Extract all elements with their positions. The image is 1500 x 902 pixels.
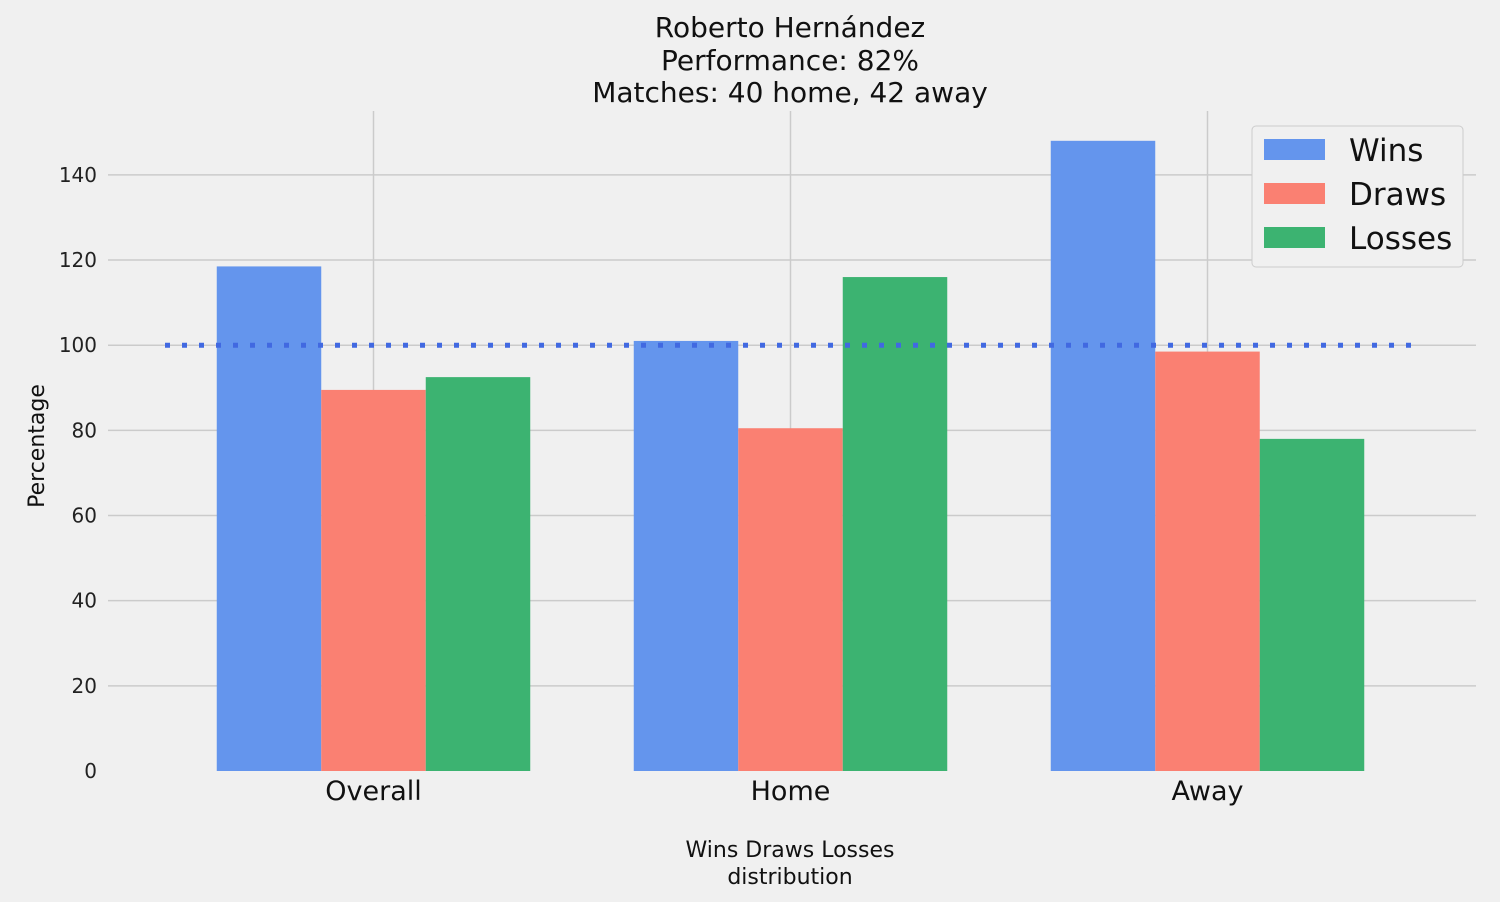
y-tick-label: 120 — [59, 248, 97, 272]
chart-title-line-2: Performance: 82% — [661, 44, 919, 77]
bars — [216, 140, 1365, 771]
y-axis: 0 20 40 60 80 100 120 140 — [59, 163, 97, 783]
x-tick-label: Home — [751, 776, 831, 807]
bar-losses-overall — [425, 377, 531, 771]
y-axis-label: Percentage — [25, 384, 50, 508]
bar-wins-home — [633, 340, 739, 771]
y-tick-label: 140 — [59, 163, 97, 187]
x-axis-label-line-2: distribution — [727, 865, 852, 890]
x-tick-label: Overall — [325, 776, 422, 807]
y-tick-label: 20 — [72, 674, 97, 698]
legend-label-losses: Losses — [1349, 221, 1452, 257]
y-tick-label: 60 — [72, 504, 97, 528]
x-axis-label-line-1: Wins Draws Losses — [686, 838, 895, 863]
bar-draws-overall — [321, 389, 426, 771]
bar-draws-away — [1155, 351, 1260, 771]
chart-title-line-3: Matches: 40 home, 42 away — [592, 76, 988, 109]
bar-wins-overall — [216, 266, 322, 771]
legend-swatch-wins — [1264, 139, 1325, 160]
bar-draws-home — [738, 428, 843, 771]
legend: Wins Draws Losses — [1251, 125, 1464, 268]
x-axis: Overall Home Away — [325, 776, 1243, 807]
x-tick-label: Away — [1172, 776, 1244, 807]
y-tick-label: 0 — [84, 759, 97, 783]
y-tick-label: 80 — [72, 418, 97, 442]
legend-label-wins: Wins — [1349, 133, 1423, 169]
legend-swatch-losses — [1264, 227, 1325, 248]
legend-swatch-draws — [1264, 183, 1325, 204]
y-tick-label: 100 — [59, 333, 97, 357]
y-tick-label: 40 — [72, 589, 97, 613]
bar-losses-home — [842, 277, 948, 771]
chart-title-line-1: Roberto Hernández — [655, 11, 926, 44]
bar-losses-away — [1259, 438, 1365, 771]
bar-wins-away — [1050, 140, 1156, 771]
legend-label-draws: Draws — [1349, 177, 1446, 213]
